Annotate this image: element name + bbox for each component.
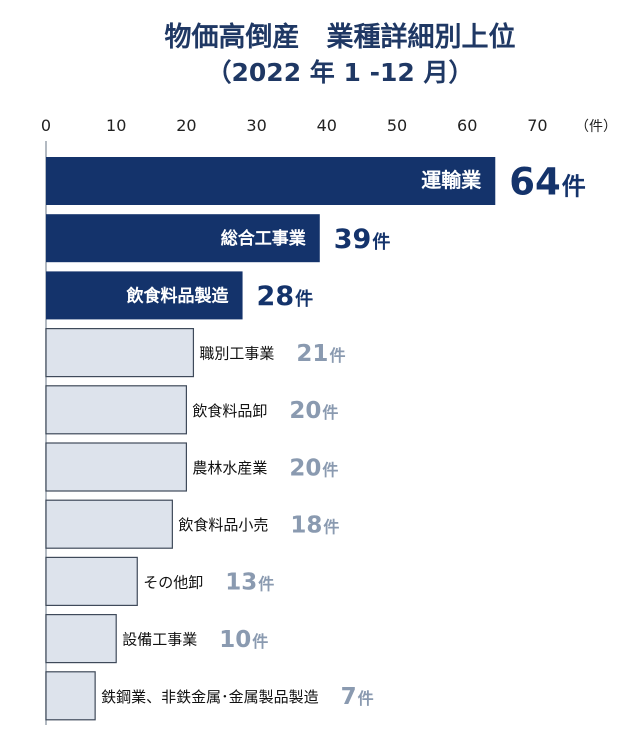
bar-category-label: 飲食料品卸: [192, 402, 267, 420]
bar-value-label: 10件: [219, 627, 268, 653]
bar-value-label: 18件: [290, 512, 339, 538]
x-tick-label: 70: [527, 116, 547, 135]
bar-value-label: 21件: [296, 341, 345, 367]
bar: [45, 671, 96, 721]
x-tick-label: 10: [106, 116, 126, 135]
bar-category-label: 飲食料品小売: [178, 516, 268, 534]
bar-value-label: 7件: [341, 684, 374, 710]
bar-category-label: 設備工事業: [122, 631, 197, 649]
bar: [45, 613, 117, 664]
bar: [45, 385, 187, 435]
bar-value-label: 20件: [289, 455, 338, 481]
bar: [46, 157, 496, 205]
bar-category-label: その他卸: [143, 573, 203, 591]
x-axis-ticks: 0 10 20 30 40 50 60 70: [41, 116, 548, 135]
bar: [45, 328, 195, 378]
x-tick-label: 40: [317, 116, 337, 135]
bar: [45, 499, 173, 549]
x-tick-label: 60: [457, 116, 477, 135]
x-tick-label: 20: [176, 116, 196, 135]
chart-title: 物価高倒産 業種詳細別上位: [165, 21, 516, 53]
bar-value-label: 28件: [257, 281, 314, 312]
bar: [45, 556, 138, 607]
x-tick-label: 0: [41, 116, 51, 135]
axis-unit-label: （件）: [575, 119, 617, 135]
bar-value-label: 39件: [334, 224, 391, 255]
bar: [46, 214, 320, 263]
bar-category-label: 運輸業: [421, 168, 482, 192]
bar-category-label: 鉄鋼業、非鉄金属･金属製品製造: [101, 688, 319, 706]
bar-category-label: 総合工事業: [221, 228, 306, 249]
bar-value-label: 13件: [225, 570, 274, 596]
bar-category-label: 農林水産業: [192, 459, 267, 477]
x-tick-label: 50: [387, 116, 407, 135]
bar: [46, 271, 243, 320]
x-tick-label: 30: [246, 116, 266, 135]
bar-value-label: 20件: [289, 398, 338, 424]
bar-category-label: 飲食料品製造: [126, 285, 230, 306]
bar-category-label: 職別工事業: [199, 345, 274, 363]
bar-value-label: 64件: [509, 160, 586, 203]
bar: [45, 442, 187, 492]
chart-subtitle: （2022 年 1 -12 月）: [207, 58, 474, 87]
